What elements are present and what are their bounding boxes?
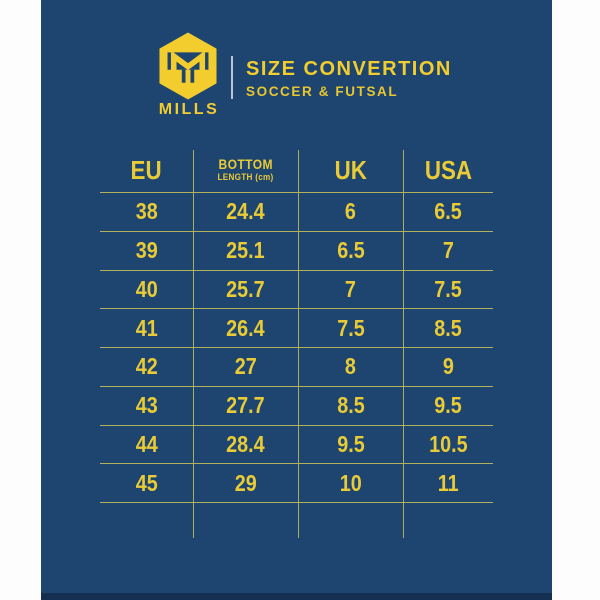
table-row: 45 29 10 11 — [100, 464, 493, 503]
table-cell: 7.5 — [336, 314, 365, 341]
column-divider-line — [403, 150, 404, 538]
column-header-sublabel: LENGTH (cm) — [217, 172, 274, 184]
brand-name: MILLS — [158, 101, 220, 118]
table-cell: 27.7 — [226, 392, 265, 419]
table-cell: 39 — [135, 237, 158, 264]
table-cell: 11 — [437, 469, 459, 496]
table-cell: 25.1 — [226, 237, 265, 264]
table-cell: 41 — [135, 314, 158, 341]
table-cell: 38 — [135, 198, 158, 225]
page-title: SIZE CONVERTION — [246, 58, 452, 80]
column-divider-line — [298, 150, 299, 538]
table-header-row: EU BOTTOM LENGTH (cm) UK USA — [100, 148, 493, 193]
table-row: 41 26.4 7.5 8.5 — [100, 309, 493, 348]
table-row: 39 25.1 6.5 7 — [100, 232, 493, 271]
table-cell: 9.5 — [336, 430, 365, 457]
table-cell: 8.5 — [336, 392, 365, 419]
column-header-label: UK — [334, 155, 367, 185]
table-cell: 6 — [344, 198, 356, 225]
column-header-bottom-length: BOTTOM LENGTH (cm) — [193, 148, 298, 192]
table-cell: 25.7 — [226, 275, 265, 302]
header-divider-line — [231, 56, 233, 99]
table-cell: 8 — [344, 353, 356, 380]
column-header-eu: EU — [100, 148, 193, 192]
table-row: 38 24.4 6 6.5 — [100, 193, 493, 232]
table-cell: 24.4 — [226, 198, 265, 225]
column-header-label: BOTTOM — [218, 156, 273, 173]
table-cell: 27 — [234, 353, 257, 380]
table-row: 44 28.4 9.5 10.5 — [100, 426, 493, 465]
table-cell: 29 — [234, 469, 257, 496]
table-cell: 28.4 — [226, 430, 265, 457]
table-cell: 7 — [344, 275, 356, 302]
table-cell: 10.5 — [428, 430, 468, 457]
table-cell: 7.5 — [434, 275, 462, 302]
size-table: EU BOTTOM LENGTH (cm) UK USA 38 24.4 6 6.5 3… — [100, 148, 493, 503]
table-cell: 9.5 — [434, 392, 462, 419]
table-cell: 10 — [339, 469, 362, 496]
bottom-shadow-strip — [41, 593, 552, 600]
table-row: 42 27 8 9 — [100, 348, 493, 387]
table-cell: 43 — [135, 392, 158, 419]
column-header-usa: USA — [403, 148, 493, 192]
table-cell: 42 — [135, 353, 158, 380]
table-cell: 6.5 — [434, 198, 462, 225]
background-panel — [41, 0, 552, 600]
table-row: 40 25.7 7 7.5 — [100, 271, 493, 310]
table-cell: 40 — [135, 275, 158, 302]
table-cell: 44 — [135, 430, 158, 457]
column-header-label: EU — [130, 155, 163, 185]
table-cell: 7 — [442, 237, 454, 264]
column-header-label: USA — [424, 155, 472, 185]
table-cell: 26.4 — [226, 314, 265, 341]
mills-logo-icon — [159, 32, 217, 100]
column-header-uk: UK — [298, 148, 403, 192]
table-cell: 6.5 — [336, 237, 365, 264]
table-row: 43 27.7 8.5 9.5 — [100, 387, 493, 426]
page-subtitle: SOCCER & FUTSAL — [246, 84, 399, 99]
table-cell: 45 — [135, 469, 158, 496]
column-divider-line — [193, 150, 194, 538]
size-table-body: 38 24.4 6 6.5 39 25.1 6.5 7 40 25.7 7 7.5 41 26.4 7.5 8… — [100, 193, 493, 503]
table-cell: 9 — [442, 353, 454, 380]
table-cell: 8.5 — [434, 314, 462, 341]
